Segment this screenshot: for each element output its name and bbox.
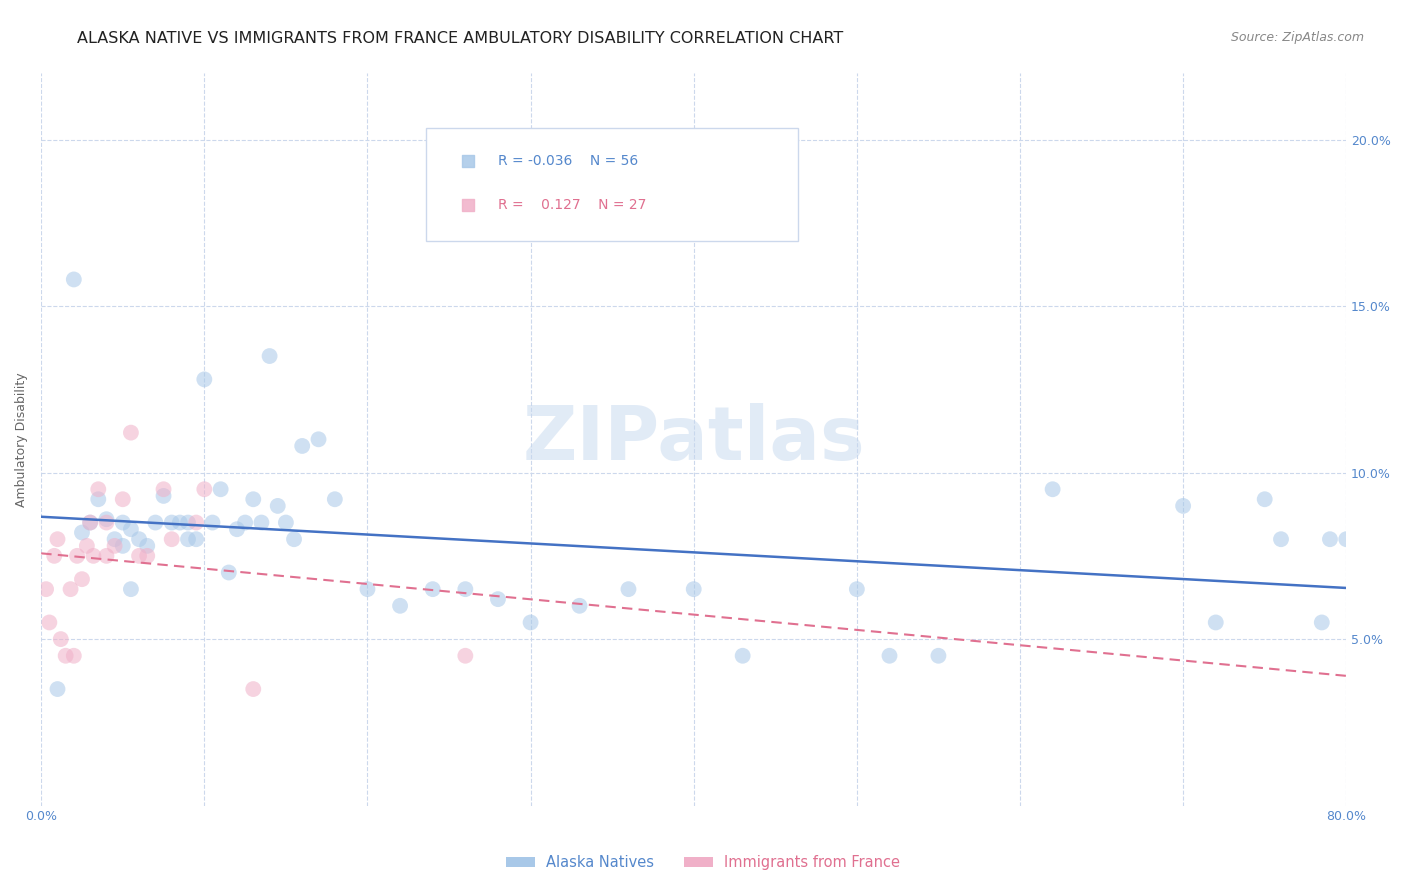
- Point: [136, 539, 159, 553]
- Point: [274, 516, 297, 530]
- Point: [242, 492, 264, 507]
- Point: [845, 582, 868, 596]
- Point: [259, 349, 281, 363]
- Point: [454, 582, 477, 596]
- Point: [136, 549, 159, 563]
- Point: [160, 516, 183, 530]
- Point: [242, 681, 264, 696]
- Point: [120, 425, 142, 440]
- Text: Source: ZipAtlas.com: Source: ZipAtlas.com: [1230, 31, 1364, 45]
- Point: [76, 539, 98, 553]
- Point: [160, 532, 183, 546]
- Point: [250, 516, 273, 530]
- Point: [218, 566, 240, 580]
- Point: [323, 492, 346, 507]
- Point: [226, 522, 249, 536]
- Point: [927, 648, 949, 663]
- Point: [128, 549, 150, 563]
- Point: [104, 539, 127, 553]
- Text: ZIPatlas: ZIPatlas: [523, 403, 865, 475]
- Point: [35, 772, 58, 786]
- Text: R =    0.127    N = 27: R = 0.127 N = 27: [498, 198, 647, 212]
- Point: [82, 549, 104, 563]
- Point: [186, 516, 208, 530]
- Point: [104, 532, 127, 546]
- Point: [96, 549, 118, 563]
- Point: [70, 525, 93, 540]
- Point: [1336, 532, 1358, 546]
- Point: [66, 549, 89, 563]
- Point: [422, 582, 444, 596]
- Point: [46, 681, 69, 696]
- Point: [79, 516, 101, 530]
- Point: [389, 599, 412, 613]
- Point: [193, 482, 215, 496]
- Point: [682, 582, 704, 596]
- Point: [267, 499, 290, 513]
- Point: [55, 648, 77, 663]
- Point: [44, 549, 66, 563]
- Point: [454, 648, 477, 663]
- Point: [291, 439, 314, 453]
- Point: [233, 516, 256, 530]
- Point: [617, 582, 640, 596]
- Point: [79, 516, 101, 530]
- Y-axis label: Ambulatory Disability: Ambulatory Disability: [15, 372, 28, 507]
- Point: [519, 615, 541, 630]
- Point: [169, 516, 191, 530]
- Point: [177, 516, 200, 530]
- Point: [63, 648, 86, 663]
- Point: [120, 522, 142, 536]
- Point: [152, 482, 174, 496]
- Point: [46, 532, 69, 546]
- Point: [87, 492, 110, 507]
- Point: [152, 489, 174, 503]
- Point: [1254, 492, 1277, 507]
- Point: [193, 372, 215, 386]
- Point: [111, 492, 134, 507]
- Point: [111, 516, 134, 530]
- Point: [63, 272, 86, 286]
- Point: [1042, 482, 1064, 496]
- Point: [186, 532, 208, 546]
- Text: ALASKA NATIVE VS IMMIGRANTS FROM FRANCE AMBULATORY DISABILITY CORRELATION CHART: ALASKA NATIVE VS IMMIGRANTS FROM FRANCE …: [77, 31, 844, 46]
- Point: [1171, 499, 1194, 513]
- Point: [879, 648, 901, 663]
- Point: [38, 615, 60, 630]
- Point: [1319, 532, 1341, 546]
- Point: [1205, 615, 1227, 630]
- Point: [356, 582, 378, 596]
- Legend: Alaska Natives, Immigrants from France: Alaska Natives, Immigrants from France: [499, 849, 907, 876]
- Point: [70, 572, 93, 586]
- Point: [59, 582, 82, 596]
- Point: [209, 482, 232, 496]
- Point: [201, 516, 224, 530]
- Point: [35, 769, 58, 783]
- Point: [308, 432, 330, 446]
- Point: [128, 532, 150, 546]
- Point: [145, 516, 167, 530]
- FancyBboxPatch shape: [426, 128, 799, 242]
- Point: [87, 482, 110, 496]
- Point: [283, 532, 305, 546]
- Point: [120, 582, 142, 596]
- Point: [96, 516, 118, 530]
- Point: [111, 539, 134, 553]
- Point: [486, 592, 509, 607]
- Point: [35, 582, 58, 596]
- Point: [49, 632, 72, 646]
- Point: [1270, 532, 1292, 546]
- Point: [96, 512, 118, 526]
- Text: R = -0.036    N = 56: R = -0.036 N = 56: [498, 154, 638, 168]
- Point: [568, 599, 591, 613]
- Point: [731, 648, 754, 663]
- Point: [1310, 615, 1333, 630]
- Point: [177, 532, 200, 546]
